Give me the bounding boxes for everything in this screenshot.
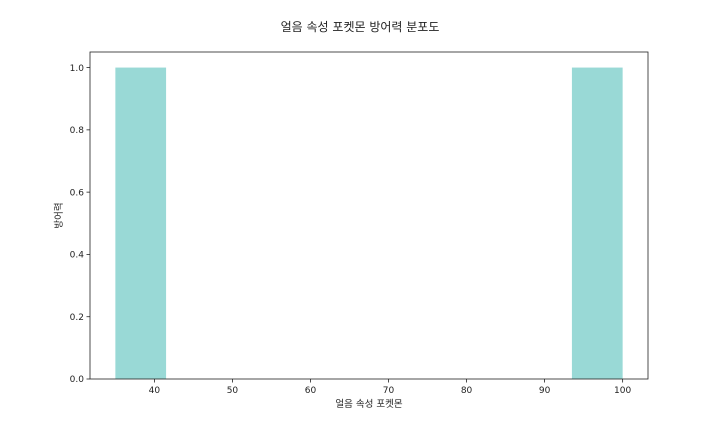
bars-layer (115, 67, 623, 380)
x-axis-label: 얼음 속성 포켓몬 (335, 399, 402, 410)
y-tick-label-0: 0.0 (70, 375, 85, 385)
x-tick-label-6: 100 (614, 386, 631, 396)
y-axis-label: 방어력 (53, 202, 65, 228)
y-tick-label-3: 0.6 (70, 188, 85, 198)
histogram-bar-0 (115, 67, 167, 380)
x-tick-label-3: 70 (383, 386, 395, 396)
y-tick-label-4: 0.8 (70, 126, 85, 136)
y-tick-label-5: 1.0 (70, 64, 85, 74)
histogram-bar-9 (571, 67, 623, 380)
x-axis-ticks: 40 50 60 70 80 90 100 (149, 379, 631, 396)
x-tick-label-0: 40 (149, 386, 161, 396)
x-tick-label-1: 50 (227, 386, 239, 396)
x-tick-label-2: 60 (305, 386, 317, 396)
plot-frame (89, 51, 649, 380)
x-tick-label-4: 80 (461, 386, 473, 396)
y-tick-label-2: 0.4 (70, 251, 85, 261)
y-tick-label-1: 0.2 (70, 313, 84, 323)
chart-title: 얼음 속성 포켓몬 방어력 분포도 (280, 20, 440, 34)
x-tick-label-5: 90 (539, 386, 551, 396)
y-axis-ticks: 0.0 0.2 0.4 0.6 0.8 1.0 (70, 64, 90, 385)
